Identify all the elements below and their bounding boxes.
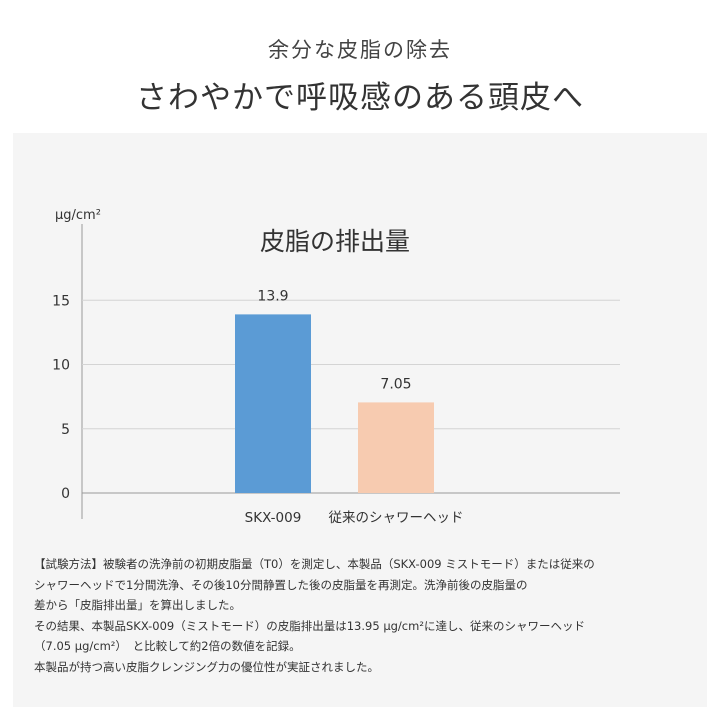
bar-data-label: 13.9 — [257, 288, 288, 304]
page-subtitle: 余分な皮脂の除去 — [268, 38, 452, 62]
y-axis-unit-label: µg/cm² — [55, 208, 101, 223]
y-tick-label: 15 — [52, 293, 70, 309]
bar — [358, 402, 434, 493]
note-line: シャワーヘッドで1分間洗浄、その後10分間静置した後の皮脂量を再測定。洗浄前後の… — [34, 577, 528, 592]
y-tick-label: 0 — [61, 486, 70, 502]
header: 余分な皮脂の除去 さわやかで呼吸感のある頭皮へ — [0, 0, 720, 130]
bar-data-label: 7.05 — [380, 376, 411, 392]
note-line: （7.05 µg/cm²） と比較して約2倍の数値を記録。 — [34, 639, 301, 653]
y-tick-label: 10 — [52, 358, 70, 374]
note-line: 差から「皮脂排出量」を算出しました。 — [34, 598, 241, 612]
note-line: 本製品が持つ高い皮脂クレンジング力の優位性が実証されました。 — [34, 659, 379, 674]
y-tick-label: 5 — [61, 422, 70, 438]
chart-title: 皮脂の排出量 — [260, 227, 410, 256]
note-line: その結果、本製品SKX-009（ミストモード）の皮脂排出量は13.95 µg/c… — [34, 618, 585, 633]
note-line: 【試験方法】被験者の洗浄前の初期皮脂量（T0）を測定し、本製品（SKX-009 … — [34, 557, 595, 571]
x-category-label: 従来のシャワーヘッド — [329, 510, 464, 526]
test-method-note: 【試験方法】被験者の洗浄前の初期皮脂量（T0）を測定し、本製品（SKX-009 … — [34, 554, 694, 677]
bar — [235, 314, 311, 493]
x-category-label: SKX-009 — [245, 510, 302, 526]
page-headline: さわやかで呼吸感のある頭皮へ — [136, 80, 584, 116]
